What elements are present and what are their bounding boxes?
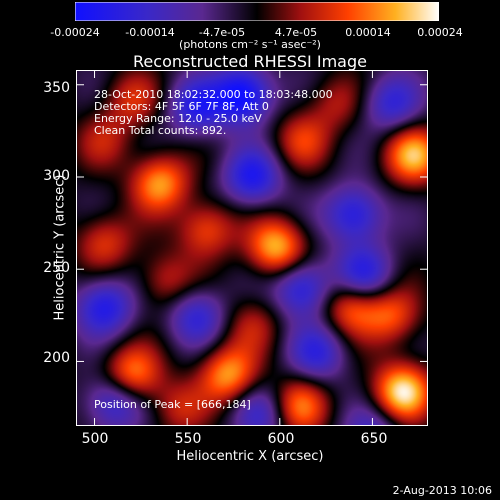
plot-area: 28-Oct-2010 18:02:32.000 to 18:03:48.000… — [76, 70, 428, 426]
y-tick-label: 350 — [43, 80, 70, 96]
y-tick-label: 300 — [43, 168, 70, 184]
x-tick-label: 500 — [81, 431, 109, 447]
colorbar-units: (photons cm⁻² s⁻¹ asec⁻²) — [179, 38, 321, 51]
colorbar-tick-label: -0.00014 — [125, 26, 175, 39]
heatmap-image — [76, 70, 428, 426]
colorbar-tick-label: 4.7e-05 — [274, 26, 318, 39]
chart-title: Reconstructed RHESSI Image — [133, 52, 367, 71]
x-tick-label: 650 — [360, 431, 388, 447]
x-tick-label: 550 — [174, 431, 202, 447]
x-tick-label: 600 — [267, 431, 295, 447]
colorbar-tick-label: 0.00024 — [417, 26, 463, 39]
plot-frame — [76, 70, 428, 426]
colorbar-tick-label: -4.7e-05 — [198, 26, 246, 39]
y-tick-label: 250 — [43, 260, 70, 276]
energy-range-note: Energy Range: 12.0 - 25.0 keV — [94, 112, 262, 125]
detectors-note: Detectors: 4F 5F 6F 7F 8F, Att 0 — [94, 100, 269, 113]
colorbar-tick-label: -0.00024 — [50, 26, 100, 39]
colorbar — [75, 2, 439, 21]
y-tick-label: 200 — [43, 350, 70, 366]
colorbar-tick-label: 0.00014 — [345, 26, 391, 39]
y-axis-label: Heliocentric Y (arcsec) — [52, 174, 68, 321]
x-axis-label: Heliocentric X (arcsec) — [176, 449, 324, 464]
time-range-note: 28-Oct-2010 18:02:32.000 to 18:03:48.000 — [94, 88, 333, 101]
plot-date-stamp: 2-Aug-2013 10:06 — [392, 484, 492, 497]
peak-position-note: Position of Peak = [666,184] — [94, 398, 251, 411]
clean-counts-note: Clean Total counts: 892. — [94, 124, 227, 137]
